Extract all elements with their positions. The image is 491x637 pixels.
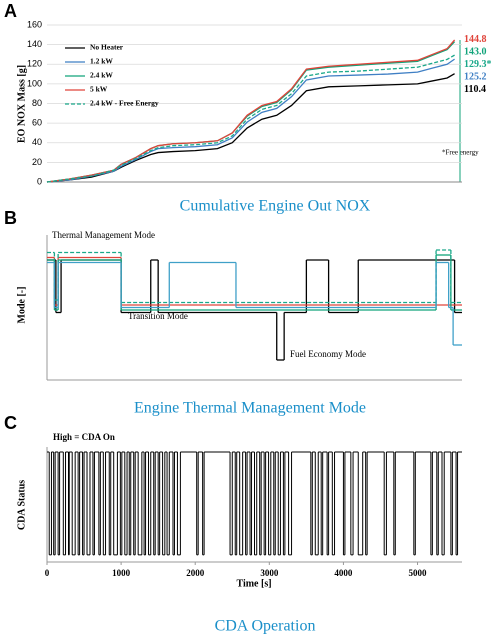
value-label: 144.8 (464, 34, 487, 45)
panel-letter: C (4, 413, 17, 433)
x-tick-label: 0 (45, 568, 50, 578)
y-axis-label: EO NOX Mass [g] (16, 65, 27, 143)
annotation: Thermal Management Mode (52, 230, 155, 240)
data-line (46, 73, 455, 183)
legend-label: 5 kW (90, 85, 108, 94)
y-tick-label: 20 (32, 157, 42, 167)
caption: Engine Thermal Management Mode (134, 400, 366, 417)
y-tick-label: 160 (27, 19, 42, 29)
y-tick-label: 0 (37, 176, 42, 186)
value-label: 143.0 (464, 47, 487, 58)
x-tick-label: 3000 (260, 568, 279, 578)
y-tick-label: 120 (27, 59, 42, 69)
caption: Cumulative Engine Out NOX (180, 198, 371, 215)
panel-letter: A (4, 1, 17, 21)
x-tick-label: 2000 (186, 568, 205, 578)
x-tick-label: 1000 (112, 568, 131, 578)
legend-label: No Heater (90, 43, 124, 52)
y-tick-label: 60 (32, 118, 42, 128)
legend-label: 1.2 kW (90, 57, 113, 66)
data-line (46, 58, 455, 183)
data-line (46, 39, 456, 183)
value-label: 110.4 (464, 84, 486, 95)
annotation: Fuel Economy Mode (290, 349, 366, 359)
data-line (46, 54, 455, 183)
legend-label: 2.4 kW - Free Energy (90, 99, 159, 108)
value-label: 129.3* (464, 59, 491, 70)
value-label: 125.2 (464, 72, 487, 83)
x-tick-label: 5000 (409, 568, 428, 578)
x-axis-label: Time [s] (236, 578, 271, 589)
x-tick-label: 4000 (334, 568, 353, 578)
y-axis-label: Mode [-] (16, 287, 27, 324)
panel-letter: B (4, 208, 17, 228)
annotation: *Free energy (442, 149, 479, 157)
y-tick-label: 140 (27, 39, 42, 49)
legend-label: 2.4 kW (90, 71, 113, 80)
annotation: Transition Mode (128, 311, 188, 321)
y-tick-label: 80 (32, 98, 42, 108)
y-tick-label: 40 (32, 137, 42, 147)
y-tick-label: 100 (27, 78, 42, 88)
annotation: High = CDA On (53, 432, 115, 442)
caption: CDA Operation (215, 618, 316, 635)
y-axis-label: CDA Status (16, 480, 27, 530)
